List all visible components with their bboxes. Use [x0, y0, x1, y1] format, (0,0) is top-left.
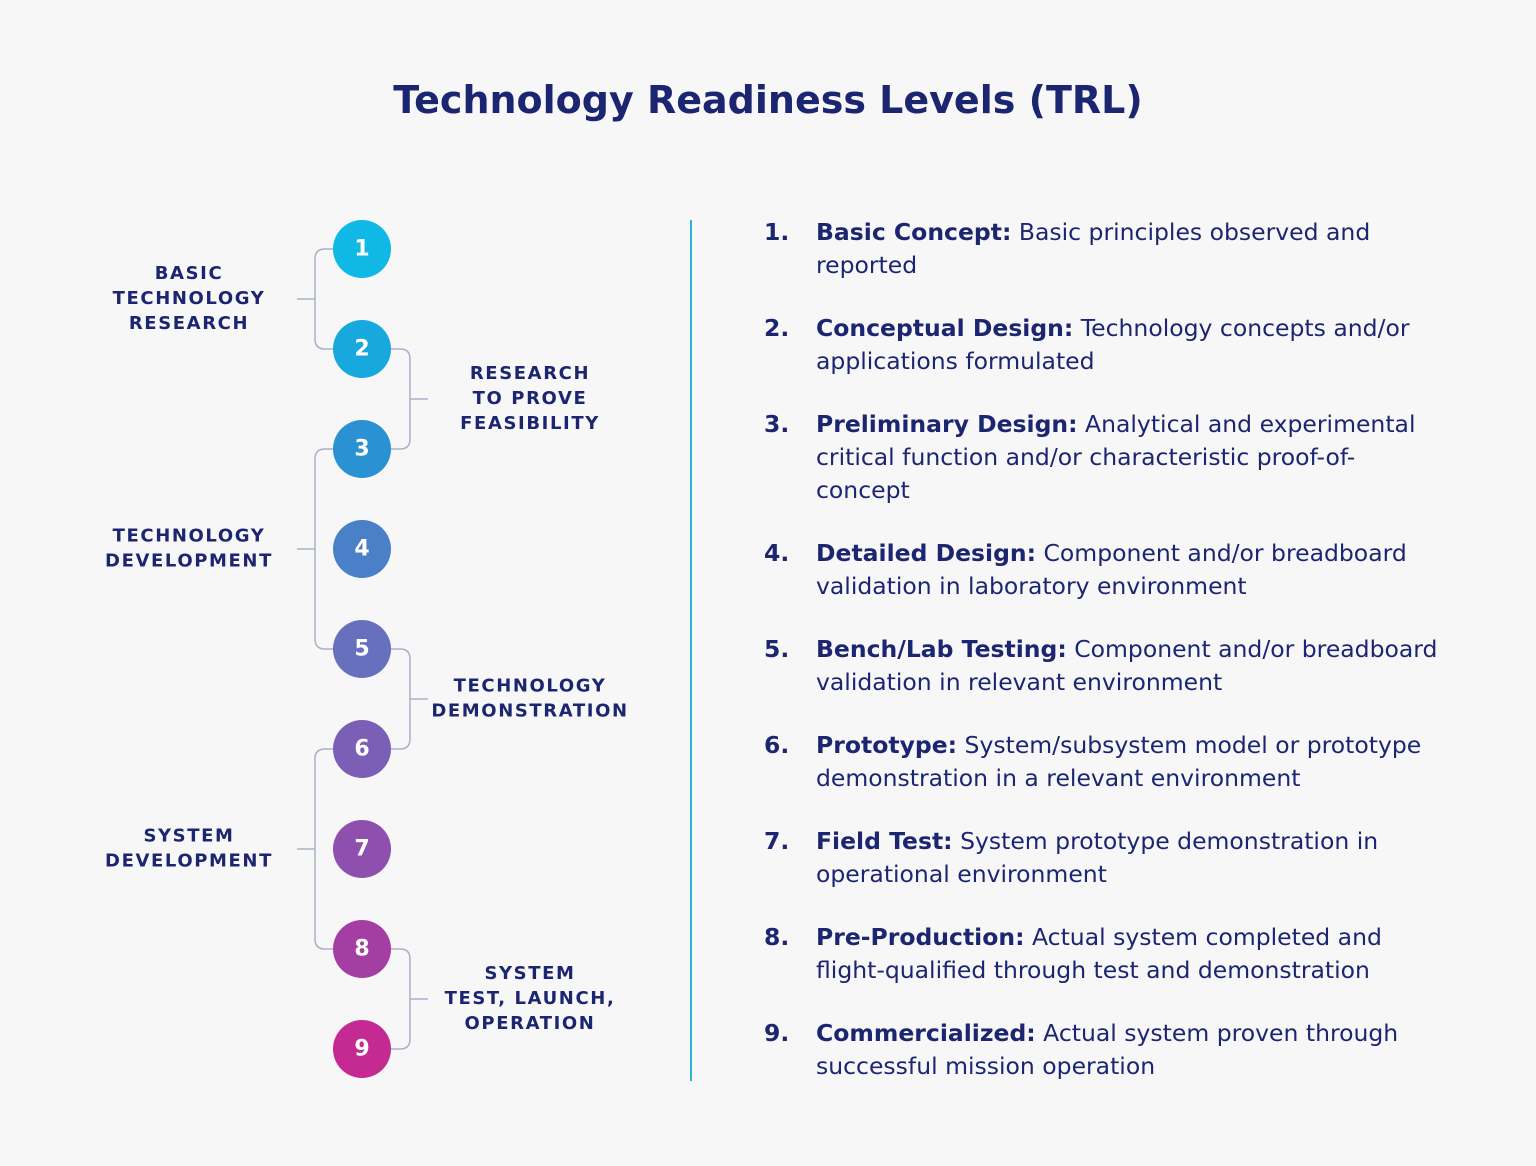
item-number: 8. — [764, 923, 790, 951]
diagram: BASIC TECHNOLOGY RESEARCH TECHNOLOGY DEVELOP… — [105, 220, 692, 1081]
group-label: OPERATION — [465, 1013, 596, 1034]
level-circle — [333, 720, 391, 778]
list-item: 4. Detailed Design: Component and/or brea… — [764, 537, 1441, 603]
level-circle — [333, 1020, 391, 1078]
item-description: Actual system proven through successful … — [816, 1019, 1399, 1080]
level-number: 2 — [354, 337, 369, 362]
group-label: TECHNOLOGY — [113, 526, 266, 547]
level-number: 3 — [354, 437, 369, 462]
list-item: 8. Pre-Production: Actual system complete… — [764, 921, 1441, 987]
list-item: 7. Field Test: System prototype demonstra… — [764, 825, 1441, 891]
item-number: 7. — [764, 827, 790, 855]
list-item: 2. Conceptual Design: Technology concepts… — [764, 312, 1441, 378]
group-label: TO PROVE — [473, 388, 588, 409]
bracket — [314, 248, 340, 350]
item-term: Prototype: — [816, 731, 958, 759]
list-item: 1. Basic Concept: Basic principles observ… — [764, 216, 1441, 282]
item-number: 4. — [764, 539, 790, 567]
level-number: 9 — [354, 1037, 369, 1062]
bracket — [384, 648, 411, 750]
item-term: Commercialized: — [816, 1019, 1036, 1047]
group-label: FEASIBILITY — [460, 413, 600, 434]
title: Technology Readiness Levels (TRL) — [393, 78, 1143, 122]
item-term: Basic Concept: — [816, 218, 1012, 246]
item-description: System/subsystem model or prototype demo… — [816, 731, 1422, 792]
level-circle — [333, 520, 391, 578]
item-description: Actual system completed and flight-quali… — [816, 923, 1382, 984]
level-circle — [333, 420, 391, 478]
group-label: RESEARCH — [470, 363, 590, 384]
item-description: Basic principles observed and reported — [816, 218, 1371, 279]
item-number: 5. — [764, 635, 790, 663]
level-number: 8 — [354, 937, 369, 962]
level-circle — [333, 620, 391, 678]
group-label: TECHNOLOGY — [454, 676, 607, 697]
group-label: DEVELOPMENT — [105, 851, 273, 872]
item-term: Pre-Production: — [816, 923, 1025, 951]
group-label: DEMONSTRATION — [431, 701, 628, 722]
item-description: Component and/or breadboard validation i… — [816, 635, 1438, 696]
item-description: Component and/or breadboard validation i… — [816, 539, 1407, 600]
list-item: 3. Preliminary Design: Analytical and exp… — [764, 408, 1441, 507]
item-number: 2. — [764, 314, 790, 342]
item-term: Field Test: — [816, 827, 953, 855]
trl-list: 1. Basic Concept: Basic principles observ… — [764, 216, 1464, 1113]
level-number: 4 — [354, 537, 369, 562]
group-label: DEVELOPMENT — [105, 551, 273, 572]
group-label: RESEARCH — [129, 313, 249, 334]
item-number: 3. — [764, 410, 790, 438]
level-circle — [333, 220, 391, 278]
list-item: 6. Prototype: System/subsystem model or p… — [764, 729, 1441, 795]
level-circle — [333, 920, 391, 978]
level-number: 5 — [354, 637, 369, 662]
bracket — [384, 348, 411, 450]
item-term: Conceptual Design: — [816, 314, 1074, 342]
group-label: SYSTEM — [143, 826, 234, 847]
level-number: 1 — [354, 237, 369, 262]
group-label: TEST, LAUNCH, — [445, 988, 616, 1009]
item-number: 6. — [764, 731, 790, 759]
level-circle — [333, 320, 391, 378]
item-term: Bench/Lab Testing: — [816, 635, 1067, 663]
bracket — [384, 948, 411, 1050]
level-number: 7 — [354, 837, 369, 862]
list-item: 5. Bench/Lab Testing: Component and/or br… — [764, 633, 1441, 699]
item-description: Technology concepts and/or applications … — [816, 314, 1410, 375]
group-label: TECHNOLOGY — [113, 288, 266, 309]
item-description: Analytical and experimental critical fun… — [816, 410, 1416, 504]
item-term: Preliminary Design: — [816, 410, 1078, 438]
item-term: Detailed Design: — [816, 539, 1037, 567]
group-label: SYSTEM — [484, 963, 575, 984]
list-item: 9. Commercialized: Actual system proven t… — [764, 1017, 1441, 1083]
item-description: System prototype demonstration in operat… — [816, 827, 1379, 888]
item-number: 1. — [764, 218, 790, 246]
level-circle — [333, 820, 391, 878]
group-label: BASIC — [155, 263, 224, 284]
item-number: 9. — [764, 1019, 790, 1047]
level-number: 6 — [354, 737, 369, 762]
